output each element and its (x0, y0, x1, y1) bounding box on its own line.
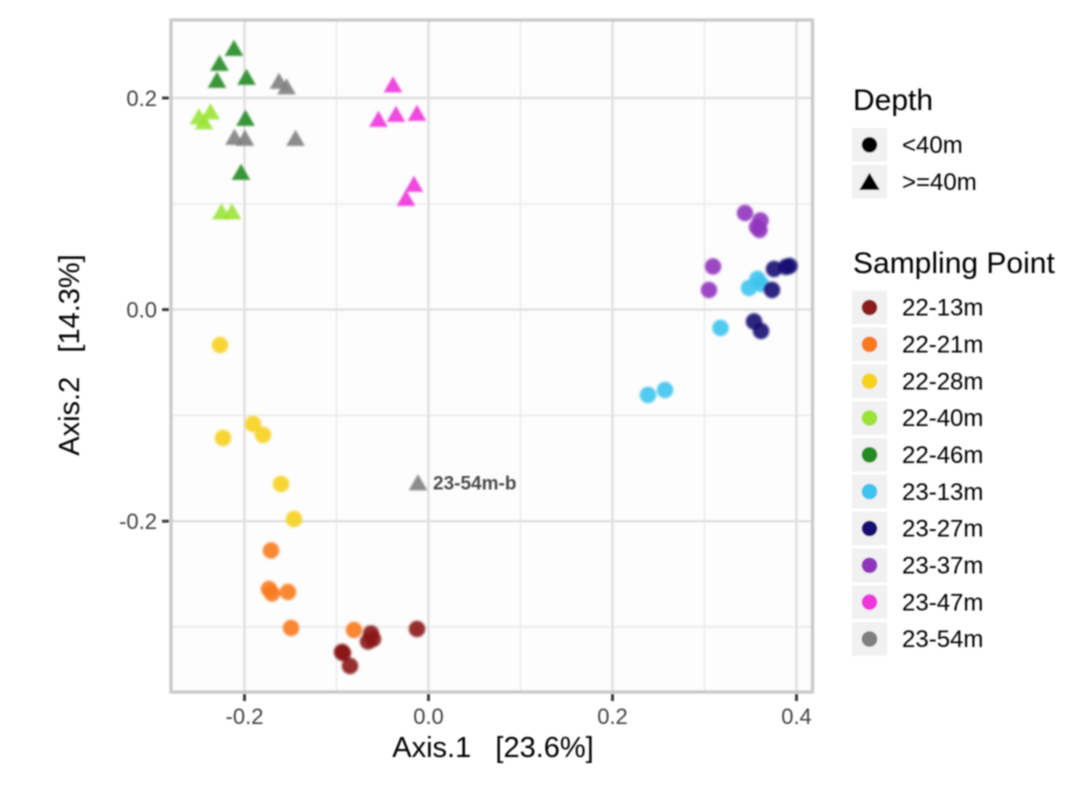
svg-text:22-28m: 22-28m (902, 368, 983, 395)
svg-text:23-54m: 23-54m (902, 626, 983, 653)
svg-text:Depth: Depth (853, 84, 933, 117)
svg-text:Axis.1 [23.6%]: Axis.1 [23.6%] (392, 732, 594, 764)
svg-text:23-37m: 23-37m (902, 553, 983, 580)
svg-text:0.0: 0.0 (413, 704, 444, 729)
svg-text:23-13m: 23-13m (902, 479, 983, 506)
svg-text:Sampling Point: Sampling Point (853, 247, 1055, 280)
svg-text:Axis.2 [14.3%]: Axis.2 [14.3%] (54, 254, 86, 456)
svg-text:0.2: 0.2 (126, 86, 157, 111)
svg-text:0.4: 0.4 (781, 704, 812, 729)
svg-text:0.0: 0.0 (126, 298, 157, 323)
svg-text:22-46m: 22-46m (902, 442, 983, 469)
svg-text:-0.2: -0.2 (226, 704, 264, 729)
svg-text:22-13m: 22-13m (902, 295, 983, 322)
svg-text:22-40m: 22-40m (902, 405, 983, 432)
svg-text:23-47m: 23-47m (902, 589, 983, 616)
svg-text:23-27m: 23-27m (902, 516, 983, 543)
svg-text:-0.2: -0.2 (119, 509, 157, 534)
svg-text:<40m: <40m (902, 132, 963, 159)
svg-text:23-54m-b: 23-54m-b (433, 474, 516, 495)
svg-text:0.2: 0.2 (597, 704, 628, 729)
svg-text:>=40m: >=40m (902, 169, 977, 196)
svg-text:22-21m: 22-21m (902, 332, 983, 359)
